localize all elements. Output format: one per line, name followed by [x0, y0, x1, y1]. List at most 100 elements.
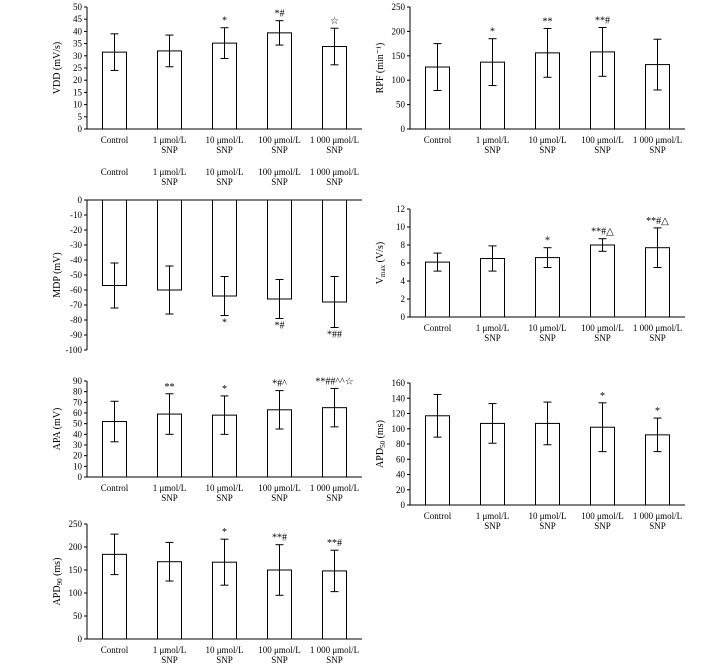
y-tick-label: 50 [73, 611, 83, 621]
y-axis-label: RPF (min⁻¹) [375, 43, 386, 94]
significance-label: **##^^☆ [315, 376, 353, 387]
chart-panel-2: 0 50 100 150 200 250 RPF (min⁻¹) Control * 1 μmol… [375, 2, 685, 155]
significance-label: * [490, 27, 495, 38]
significance-label: *#^ [272, 379, 287, 390]
y-tick-label: -100 [66, 345, 83, 355]
y-tick-label: -50 [70, 270, 82, 280]
significance-label: **# [327, 538, 342, 549]
y-tick-label: 0 [78, 195, 83, 205]
y-tick-label: 5 [78, 112, 83, 122]
category-label: SNP [161, 177, 178, 187]
y-tick-label: -70 [70, 300, 82, 310]
category-label: 1 μmol/L [153, 483, 187, 493]
y-tick-label: 200 [69, 542, 83, 552]
y-tick-label: 20 [73, 451, 83, 461]
category-label: 100 μmol/L [581, 135, 624, 145]
y-tick-label: 0 [401, 124, 406, 134]
chart-panel-7: 0 50 100 150 200 250 APD90 (ms) Control 1 μmol/L… [52, 519, 362, 665]
category-label: Control [101, 483, 129, 493]
significance-label: * [600, 391, 605, 402]
significance-label: * [222, 384, 227, 395]
significance-label: * [222, 527, 227, 538]
category-label: SNP [161, 655, 178, 665]
y-tick-label: 200 [392, 26, 406, 36]
category-label: SNP [594, 521, 611, 531]
category-label: Control [101, 645, 129, 655]
category-label: 10 μmol/L [528, 323, 566, 333]
y-tick-label: 90 [73, 376, 83, 386]
category-label: 100 μmol/L [258, 483, 301, 493]
y-tick-label: 10 [396, 222, 406, 232]
y-tick-label: 100 [69, 588, 83, 598]
category-label: SNP [216, 493, 233, 503]
y-tick-label: 40 [396, 470, 406, 480]
bar [590, 244, 615, 318]
category-label: Control [101, 135, 129, 145]
category-label: 100 μmol/L [258, 645, 301, 655]
category-label: SNP [161, 493, 178, 503]
y-tick-label: 45 [73, 14, 83, 24]
category-label: 1 μmol/L [476, 511, 510, 521]
category-label: 1 μmol/L [153, 167, 187, 177]
category-label: SNP [649, 333, 666, 343]
category-label: SNP [594, 145, 611, 155]
y-tick-label: -60 [70, 285, 82, 295]
y-tick-label: 10 [73, 100, 83, 110]
y-tick-label: 0 [78, 634, 83, 644]
y-tick-label: 150 [392, 51, 406, 61]
y-tick-label: -20 [70, 225, 82, 235]
y-tick-label: 25 [73, 63, 83, 73]
y-axis-label: MDP (mV) [52, 252, 63, 297]
category-label: SNP [539, 145, 556, 155]
category-label: 10 μmol/L [205, 167, 243, 177]
category-label: 1 000 μmol/L [310, 483, 359, 493]
y-tick-label: 60 [73, 408, 83, 418]
y-tick-label: 0 [78, 472, 83, 482]
y-tick-label: 2 [401, 294, 406, 304]
y-tick-label: 60 [396, 454, 406, 464]
y-tick-label: 40 [73, 429, 83, 439]
y-tick-label: 40 [73, 26, 83, 36]
category-label: SNP [271, 145, 288, 155]
category-label: Control [424, 135, 452, 145]
y-tick-label: 0 [401, 312, 406, 322]
category-label: SNP [326, 655, 343, 665]
category-label: SNP [216, 177, 233, 187]
category-label: 1 000 μmol/L [633, 323, 682, 333]
y-tick-label: 0 [401, 500, 406, 510]
bar [267, 32, 292, 130]
category-label: 100 μmol/L [258, 135, 301, 145]
significance-label: **#△ [591, 227, 614, 238]
category-label: 10 μmol/L [528, 511, 566, 521]
category-label: SNP [326, 145, 343, 155]
y-tick-label: 80 [73, 387, 83, 397]
y-tick-label: 20 [73, 75, 83, 85]
significance-label: ☆ [330, 16, 339, 27]
category-label: 1 000 μmol/L [310, 135, 359, 145]
y-tick-label: 4 [401, 276, 406, 286]
y-tick-label: 100 [392, 75, 406, 85]
y-tick-label: 10 [73, 461, 83, 471]
y-tick-label: -30 [70, 240, 82, 250]
y-tick-label: 30 [73, 51, 83, 61]
category-label: 100 μmol/L [258, 167, 301, 177]
significance-label: ** [543, 16, 553, 27]
category-label: SNP [539, 333, 556, 343]
category-label: SNP [216, 145, 233, 155]
bar [102, 51, 127, 130]
y-tick-label: 0 [78, 124, 83, 134]
y-axis-label: APA (mV) [52, 408, 63, 451]
category-label: SNP [216, 655, 233, 665]
chart-panel-6: 0 20 40 60 80 100 120 140 160 APD50 (ms) Control 1 … [375, 378, 685, 531]
y-tick-label: 35 [73, 39, 83, 49]
category-label: 100 μmol/L [581, 511, 624, 521]
category-label: 1 μmol/L [153, 135, 187, 145]
significance-label: * [222, 318, 227, 329]
category-label: SNP [161, 145, 178, 155]
significance-label: ** [165, 382, 175, 393]
y-tick-label: 140 [392, 393, 406, 403]
category-label: Control [424, 323, 452, 333]
y-tick-label: 12 [396, 204, 405, 214]
category-label: SNP [594, 333, 611, 343]
